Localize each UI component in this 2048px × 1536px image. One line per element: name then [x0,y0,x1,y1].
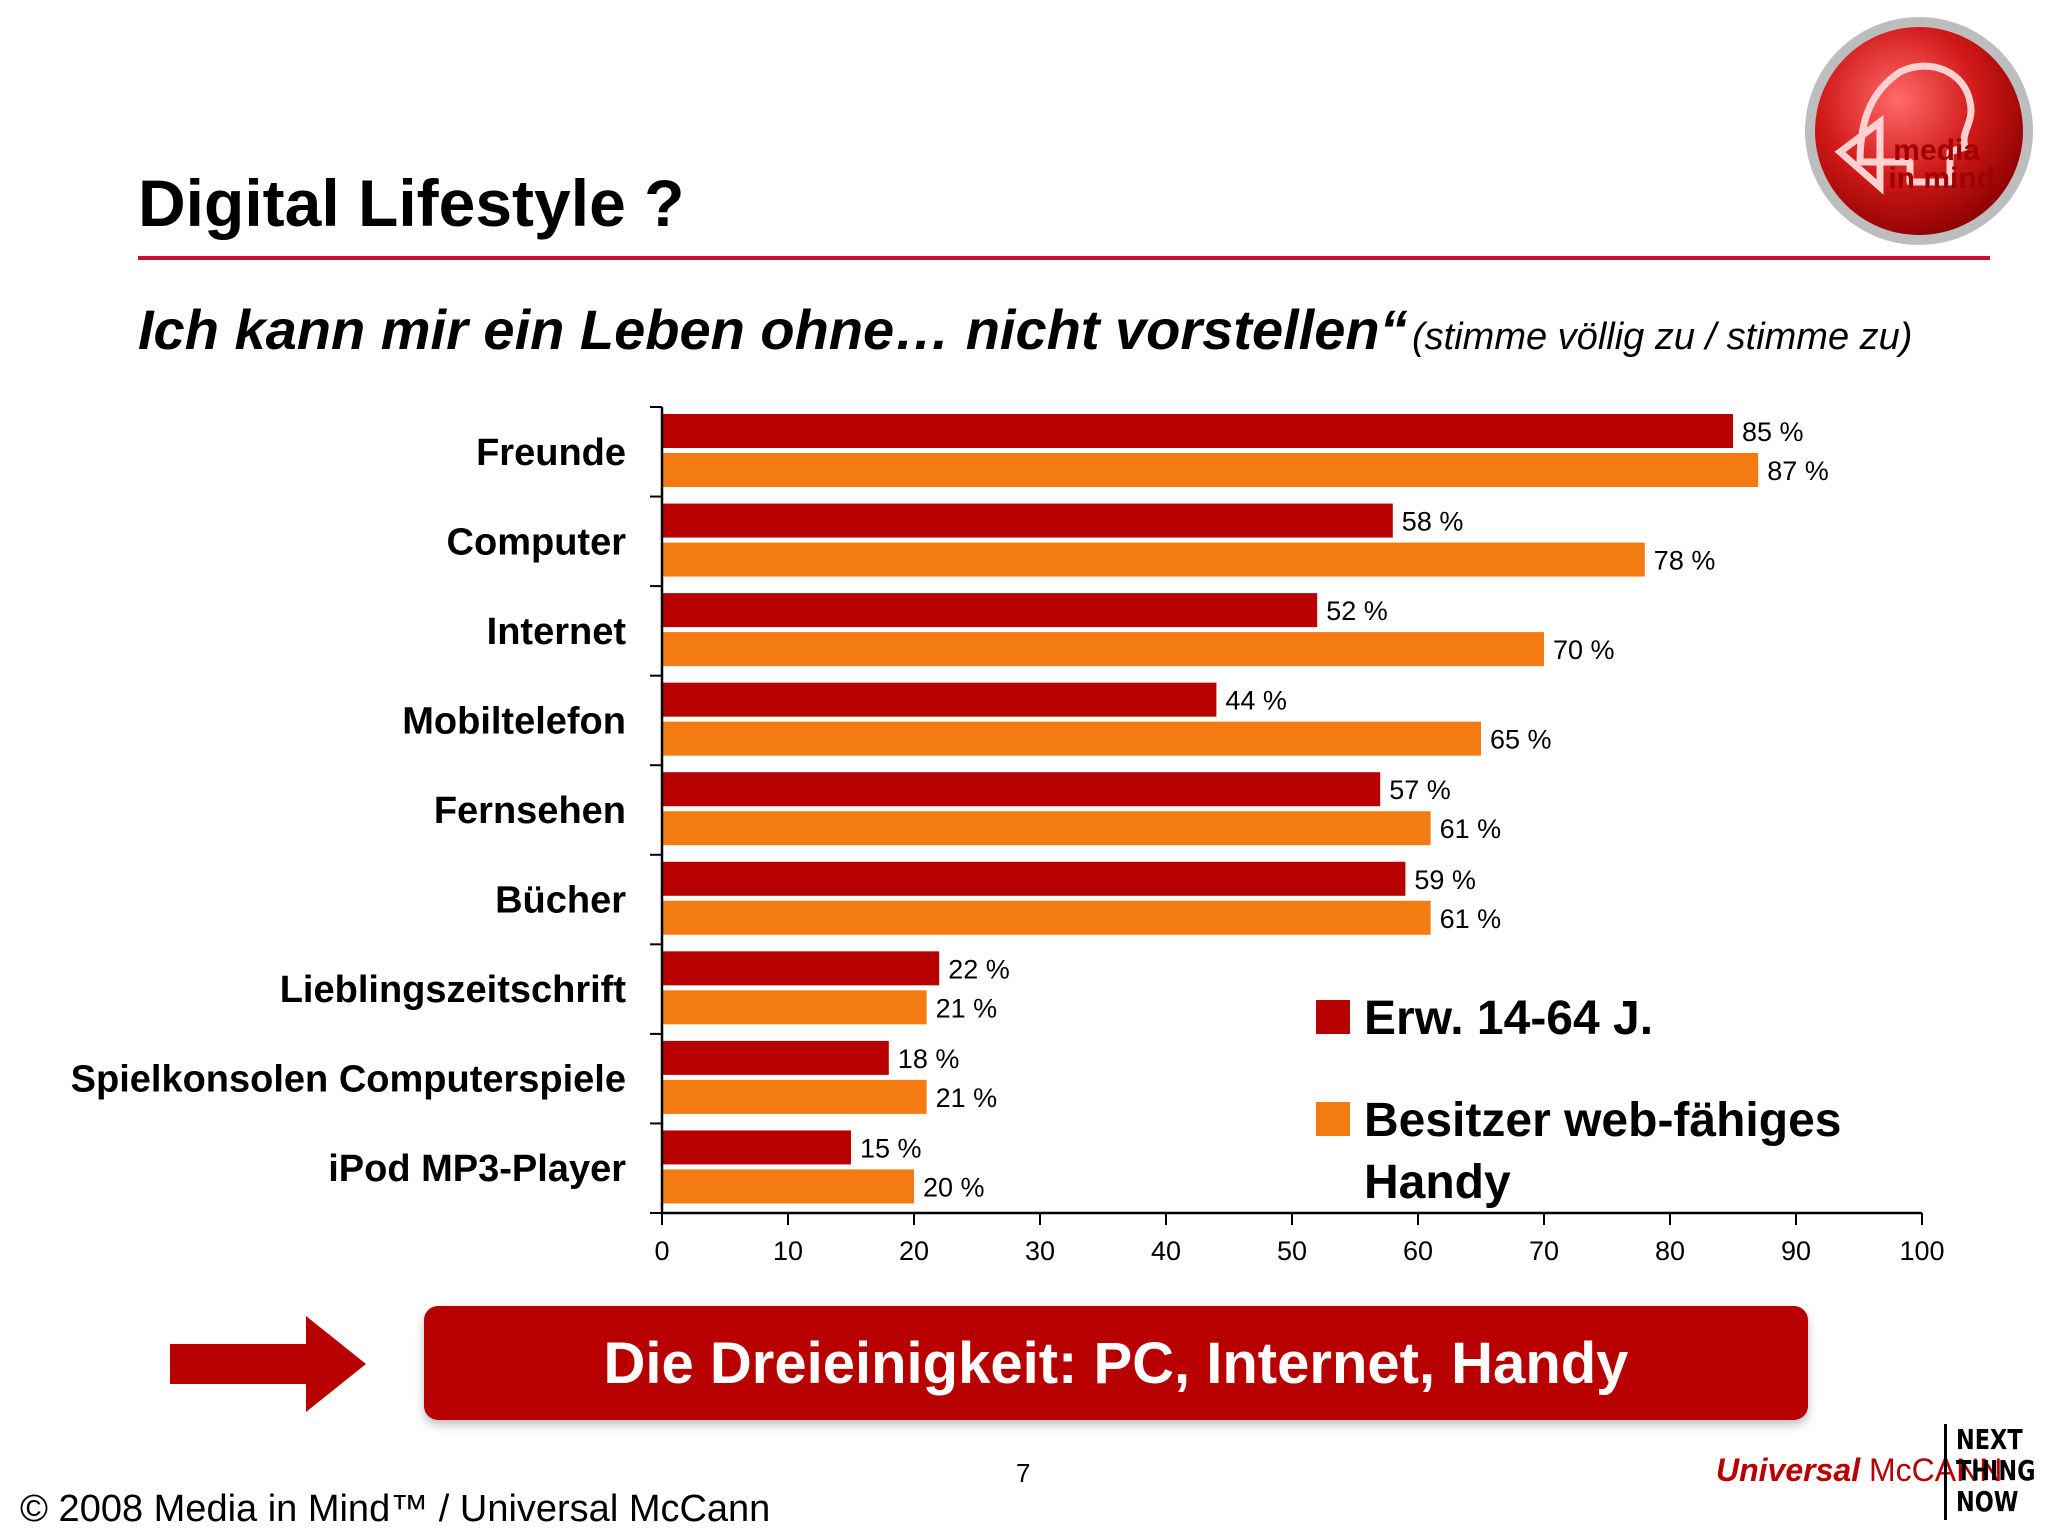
data-label: 59 % [1414,865,1476,895]
bar-series-2 [662,900,1431,935]
bar-series-1 [662,951,940,986]
data-label: 61 % [1440,904,1502,934]
bar-series-2 [662,453,1759,487]
agency-name-bold: Universal [1716,1452,1861,1488]
media-in-mind-logo: media in mind [1805,17,2033,245]
subtitle-note: (stimme völlig zu / stimme zu) [1412,316,1913,358]
title-underline [138,256,1990,260]
category-label: Mobiltelefon [402,700,626,742]
subtitle-main: Ich kann mir ein Leben ohne… nicht vorst… [138,298,1408,361]
data-label: 20 % [923,1172,985,1202]
agency-separator [1944,1424,1947,1520]
data-label: 65 % [1490,725,1552,755]
bar-series-2 [662,721,1481,756]
data-label: 78 % [1654,546,1716,576]
chart-subtitle: Ich kann mir ein Leben ohne… nicht vorst… [138,302,1912,358]
category-label: Bücher [495,880,626,922]
bar-series-1 [662,1040,889,1075]
x-tick-label: 10 [773,1236,803,1266]
data-label: 61 % [1440,814,1502,844]
legend-swatch [1316,1000,1350,1034]
bar-series-2 [662,542,1645,577]
bar-series-2 [662,990,927,1025]
slide-title: Digital Lifestyle ? [138,166,685,240]
bar-series-1 [662,861,1406,896]
data-label: 21 % [936,1083,998,1113]
page-number: 7 [1016,1458,1031,1488]
category-label: Computer [447,521,627,563]
copyright-notice: © 2008 Media in Mind™ / Universal McCann [20,1488,771,1530]
bar-series-1 [662,593,1318,628]
data-label: 85 % [1742,417,1804,447]
tagline-line: NOW [1956,1485,2019,1518]
data-label: 57 % [1389,775,1451,805]
tagline-line: THING [1956,1454,2036,1487]
x-tick-label: 20 [899,1236,929,1266]
bar-series-1 [662,772,1381,807]
x-tick-label: 40 [1151,1236,1181,1266]
data-label: 58 % [1402,507,1464,537]
agency-name-rest: McCANN [1860,1452,2003,1488]
bar-series-2 [662,632,1544,667]
bar-series-1 [662,503,1393,538]
logo-text-in-mind: in mind [1888,162,1995,195]
x-tick-label: 90 [1781,1236,1811,1266]
x-tick-label: 60 [1403,1236,1433,1266]
bar-series-1 [662,414,1733,448]
bar-series-1 [662,682,1217,717]
category-label: Spielkonsolen Computerspiele [71,1059,626,1101]
x-tick-label: 50 [1277,1236,1307,1266]
bar-series-2 [662,1169,914,1204]
data-label: 21 % [936,993,998,1023]
x-tick-label: 80 [1655,1236,1685,1266]
x-tick-label: 30 [1025,1236,1055,1266]
category-label: Freunde [476,432,626,474]
legend-swatch [1316,1102,1350,1136]
bar-series-1 [662,1130,851,1165]
x-tick-label: 0 [654,1236,669,1266]
legend-label: Erw. 14-64 J. [1364,992,1653,1045]
banner-text: Die Dreieinigkeit: PC, Internet, Handy [603,1330,1629,1396]
x-tick-label: 100 [1899,1236,1944,1266]
legend-label-continued: Handy [1364,1156,1511,1209]
data-label: 15 % [860,1133,922,1163]
bar-series-2 [662,1079,927,1114]
legend-label: Besitzer web-fähiges [1364,1094,1841,1147]
category-label: Internet [487,611,627,653]
tagline-line: NEXT [1956,1423,2023,1456]
category-label: iPod MP3-Player [328,1148,626,1190]
arrow-right-icon [170,1316,366,1412]
data-label: 70 % [1553,635,1615,665]
agency-logo: Universal McCANN [1716,1452,2002,1489]
bar-series-2 [662,811,1431,846]
conclusion-banner: Die Dreieinigkeit: PC, Internet, Handy [424,1306,1808,1420]
category-label: Fernsehen [434,790,626,832]
data-label: 52 % [1326,596,1388,626]
data-label: 18 % [898,1044,960,1074]
bar-chart: Freunde 85 % 87 % Computer 58 % 78 % Internet 5… [71,406,1945,1266]
category-label: Lieblingszeitschrift [280,969,627,1011]
data-label: 87 % [1767,456,1829,486]
data-label: 44 % [1225,686,1287,716]
logo-text-media: media [1893,134,1980,167]
x-tick-label: 70 [1529,1236,1559,1266]
tagline: NEXT THING NOW [1956,1423,2036,1518]
data-label: 22 % [948,954,1010,984]
